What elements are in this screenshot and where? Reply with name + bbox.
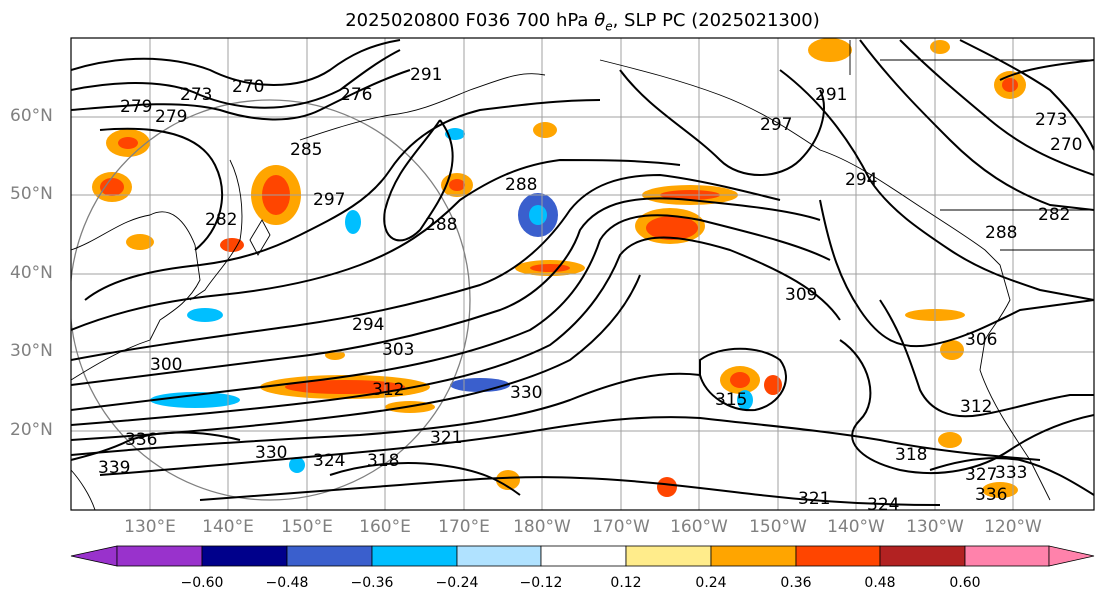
lon-label: 160°W <box>670 517 728 537</box>
colorbar-tick: −0.48 <box>265 575 309 591</box>
lon-label: 120°W <box>984 517 1042 537</box>
graticule <box>71 38 1094 510</box>
colorbar-tick: −0.12 <box>519 575 563 591</box>
contour-label: 276 <box>340 85 372 105</box>
lon-label: 160°E <box>359 517 411 537</box>
contour-label: 321 <box>798 489 830 509</box>
colorbar-tick: 0.24 <box>695 575 727 591</box>
colorbar-tick: 0.60 <box>949 575 981 591</box>
shaded-anomalies <box>92 38 1026 498</box>
lon-label: 170°E <box>438 517 490 537</box>
contour-label: 291 <box>815 85 847 105</box>
lon-label: 150°E <box>281 517 333 537</box>
contour-label: 291 <box>410 65 442 85</box>
contour-label: 273 <box>1035 110 1067 130</box>
contour-label: 279 <box>155 107 187 127</box>
contour-label: 324 <box>867 495 899 515</box>
contour-label: 330 <box>510 383 542 403</box>
contour-label: 327 <box>965 465 997 485</box>
contour-label: 282 <box>205 210 237 230</box>
contour-label: 333 <box>995 463 1027 483</box>
lon-label: 150°W <box>749 517 807 537</box>
contour-label: 321 <box>430 428 462 448</box>
lon-label: 130°W <box>906 517 964 537</box>
contour-label: 300 <box>150 355 182 375</box>
contour-label: 309 <box>785 285 817 305</box>
contour-label: 294 <box>845 170 877 190</box>
contour-label: 336 <box>975 485 1007 505</box>
lon-label: 180°W <box>513 517 571 537</box>
contour-label: 318 <box>895 445 927 465</box>
plot-title: 2025020800 F036 700 hPa θe, SLP PC (2025… <box>345 10 820 34</box>
colorbar-tick: −0.60 <box>180 575 224 591</box>
theta-e-contours <box>71 39 1094 506</box>
colorbar-tick: 0.12 <box>610 575 642 591</box>
lat-label: 20°N <box>10 420 53 440</box>
lat-label: 40°N <box>10 263 53 283</box>
contour-label: 294 <box>352 315 384 335</box>
contour-label: 297 <box>313 190 345 210</box>
contour-label: 336 <box>125 430 157 450</box>
contour-label-group: 270 273 276 279 279 282 285 288 288 291 … <box>98 65 1082 515</box>
contour-label: 288 <box>425 215 457 235</box>
contour-label: 324 <box>313 451 345 471</box>
contour-label: 270 <box>232 77 264 97</box>
colorbar-tick: −0.36 <box>350 575 394 591</box>
contour-label: 303 <box>382 340 414 360</box>
contour-label: 279 <box>120 97 152 117</box>
colorbar <box>70 545 1095 567</box>
contour-label: 315 <box>715 390 747 410</box>
contour-label: 288 <box>985 223 1017 243</box>
lon-label: 130°E <box>124 517 176 537</box>
contour-label: 339 <box>98 458 130 478</box>
contour-label: 312 <box>372 380 404 400</box>
colorbar-tick: −0.24 <box>435 575 479 591</box>
contour-label: 288 <box>505 175 537 195</box>
range-circle <box>71 99 471 501</box>
colorbar-tick: 0.36 <box>780 575 812 591</box>
contour-label: 273 <box>180 85 212 105</box>
lon-label: 140°W <box>827 517 885 537</box>
contour-label: 318 <box>367 451 399 471</box>
lon-label: 140°E <box>202 517 254 537</box>
contour-label: 282 <box>1038 205 1070 225</box>
contour-label: 306 <box>965 330 997 350</box>
contour-label: 270 <box>1050 135 1082 155</box>
lon-label: 170°W <box>592 517 650 537</box>
lat-label: 30°N <box>10 341 53 361</box>
contour-label: 297 <box>760 115 792 135</box>
contour-label: 330 <box>255 443 287 463</box>
contour-label: 312 <box>960 397 992 417</box>
map-frame <box>70 37 1095 511</box>
lat-label: 50°N <box>10 184 53 204</box>
lat-label: 60°N <box>10 106 53 126</box>
colorbar-tick: 0.48 <box>864 575 896 591</box>
contour-label: 285 <box>290 140 322 160</box>
